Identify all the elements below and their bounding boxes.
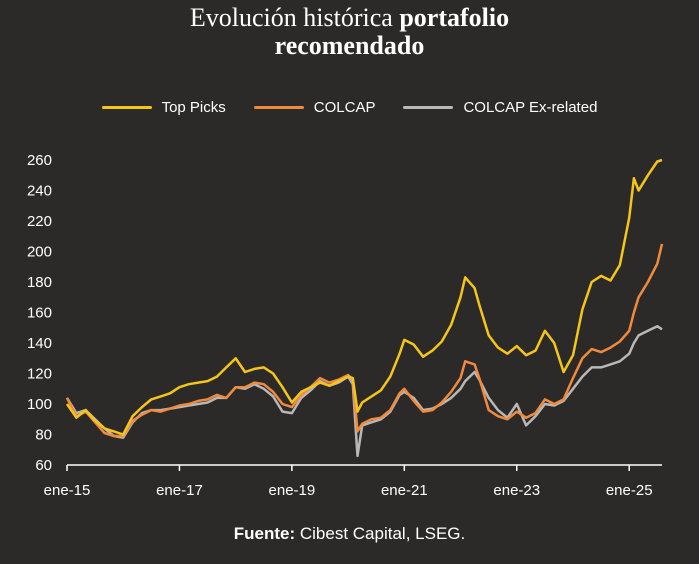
footer-label: Fuente: xyxy=(233,524,296,543)
title-light: Evolución histórica xyxy=(189,3,393,32)
footer-text: Cibest Capital, LSEG. xyxy=(299,524,466,543)
legend-item-colcap: COLCAP xyxy=(253,99,376,116)
x-tick-label: ene-17 xyxy=(156,482,203,499)
y-tick-label: 160 xyxy=(27,305,52,322)
legend-item-colcap-ex-related: COLCAP Ex-related xyxy=(403,99,597,116)
series-line-top-picks xyxy=(65,158,663,436)
x-tick-label: ene-15 xyxy=(44,482,91,499)
title-line-2: recomendado xyxy=(0,32,699,60)
y-tick-label: 260 xyxy=(27,152,52,169)
y-tick-label: 120 xyxy=(27,366,52,383)
legend-swatch-top-picks xyxy=(101,106,152,109)
x-tick-label: ene-23 xyxy=(493,482,540,499)
series-line-colcap xyxy=(65,243,664,438)
legend-label-top-picks: Top Picks xyxy=(161,99,226,116)
source-footer: Fuente: Cibest Capital, LSEG. xyxy=(0,524,699,544)
y-tick-label: 240 xyxy=(27,183,52,200)
legend-swatch-colcap xyxy=(253,106,304,109)
y-tick-label: 100 xyxy=(27,396,52,413)
y-tick-label: 200 xyxy=(27,244,52,261)
title-bold-1: portafolio xyxy=(399,3,510,32)
x-tick-label: ene-25 xyxy=(606,482,653,499)
legend-label-colcap-ex-related: COLCAP Ex-related xyxy=(463,99,598,116)
x-tick-label: ene-21 xyxy=(381,482,428,499)
y-tick-label: 140 xyxy=(27,335,52,352)
series-line-colcap-ex-related xyxy=(65,324,663,458)
chart-title: Evolución histórica portafolio recomenda… xyxy=(0,4,699,60)
legend-swatch-colcap-ex-related xyxy=(403,106,454,109)
y-axis-ticks: 60 80 100 120 140 160 180 200 220 240 260 xyxy=(27,152,52,474)
series-group xyxy=(65,158,664,458)
y-tick-label: 180 xyxy=(27,274,52,291)
title-bold-2: recomendado xyxy=(274,31,425,60)
title-line-1: Evolución histórica portafolio xyxy=(0,4,699,32)
y-tick-label: 220 xyxy=(27,213,52,230)
y-tick-label: 80 xyxy=(35,427,52,444)
x-tick-label: ene-19 xyxy=(269,482,316,499)
legend-label-colcap: COLCAP xyxy=(313,99,376,116)
y-tick-label: 60 xyxy=(35,457,52,474)
x-axis-ticks: ene-15 ene-17 ene-19 ene-21 ene-23 ene-25 xyxy=(44,465,653,499)
chart-legend: Top Picks COLCAP COLCAP Ex-related xyxy=(0,99,699,116)
legend-item-top-picks: Top Picks xyxy=(101,99,226,116)
